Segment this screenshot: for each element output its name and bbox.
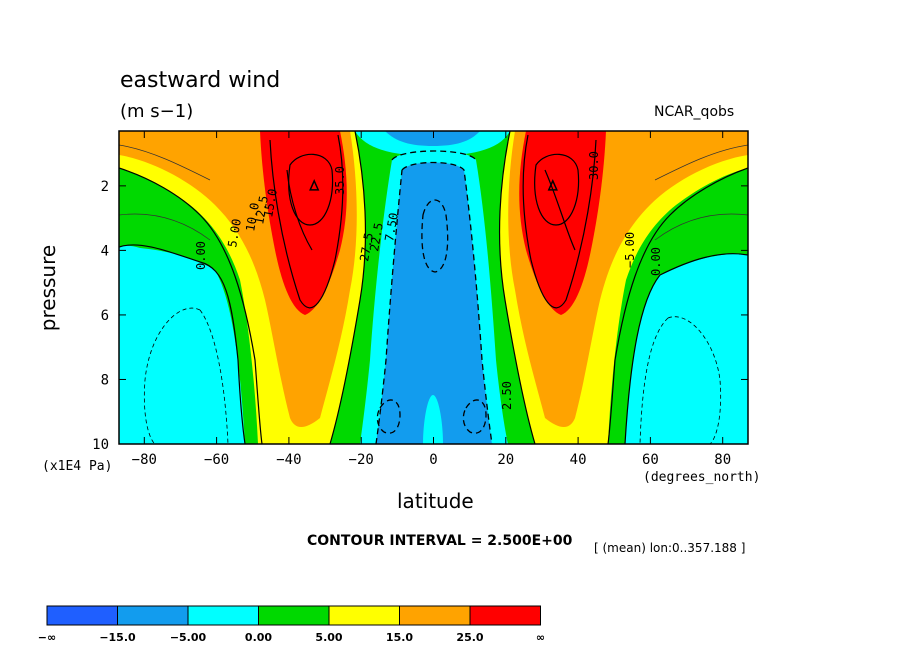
- colorbar-swatch: [258, 605, 330, 626]
- colorbar-swatch: [117, 605, 189, 626]
- colorbar-swatch: [328, 605, 400, 626]
- colorbar-swatch: [399, 605, 471, 626]
- contour-label: 35.0: [333, 166, 347, 195]
- y-tick-label: 10: [92, 437, 109, 453]
- x-tick-label: −40: [276, 452, 301, 468]
- contour-label: 12.5: [252, 195, 271, 226]
- colorbar-label: −∞: [38, 631, 56, 644]
- x-tick-label: 60: [642, 452, 659, 468]
- colorbar-label: 15.0: [386, 631, 413, 644]
- contour-label: 0.00: [649, 247, 663, 276]
- x-tick-label: 20: [497, 452, 514, 468]
- chart-units: (m s−1): [120, 101, 194, 122]
- contour-label: 5.00: [225, 218, 244, 249]
- contour-label: 27.5: [357, 232, 376, 263]
- contour-label: 15.0: [261, 188, 280, 219]
- x-axis-label: latitude: [397, 489, 474, 513]
- x-tick-label: 0: [429, 452, 437, 468]
- y-tick-label: 8: [101, 372, 109, 388]
- thin-negative-lines: [143, 307, 722, 444]
- x-tick-label: −20: [349, 452, 374, 468]
- colorbar-label: −15.0: [99, 631, 136, 644]
- contour-label: 30.0: [587, 151, 601, 180]
- y-tick-label: 6: [101, 308, 109, 324]
- x-axis-units: (degrees_north): [643, 470, 761, 485]
- contour-label: 0.00: [194, 241, 208, 270]
- filled-contours: [119, 131, 748, 444]
- band-neg15-to-neg5: [376, 162, 492, 444]
- contour-label: 2.50: [500, 381, 514, 410]
- contour-label: 22.5: [367, 222, 386, 253]
- contour-interval-note: CONTOUR INTERVAL = 2.500E+00: [307, 533, 573, 549]
- chart-title: eastward wind: [120, 68, 281, 93]
- colorbar-label: −5.00: [170, 631, 207, 644]
- y-axis: 2 4 6 8 10: [92, 179, 748, 453]
- averaging-note: [ (mean) lon:0..357.188 ]: [594, 541, 746, 555]
- colorbar-swatch: [46, 605, 118, 626]
- jet-max-marker: [309, 179, 320, 191]
- thin-positive-lines: [119, 144, 748, 241]
- x-axis: −80 −60 −40 −20 0 20 40 60 80: [132, 131, 731, 468]
- x-tick-label: 80: [714, 452, 731, 468]
- negative-contour-lines: [375, 150, 493, 444]
- colorbar-swatch: [187, 605, 259, 626]
- contour-label: −5.00: [623, 232, 637, 268]
- band-bottom-pocket: [423, 395, 443, 444]
- contour-label: 10.0: [243, 202, 262, 233]
- x-tick-label: −60: [204, 452, 229, 468]
- x-tick-label: −80: [132, 452, 157, 468]
- colorbar-label: 0.00: [245, 631, 272, 644]
- colorbar-swatch: [469, 605, 541, 626]
- dataset-label: NCAR_qobs: [654, 104, 735, 120]
- y-axis-units: (x1E4 Pa): [42, 459, 113, 474]
- contour-label: 7.50: [382, 212, 401, 243]
- band-top-cap-blue: [385, 131, 480, 146]
- colorbar-label: 25.0: [456, 631, 483, 644]
- colorbar-label: 5.00: [315, 631, 342, 644]
- y-tick-label: 2: [101, 179, 109, 195]
- colorbar-label: ∞: [536, 631, 545, 644]
- contour-lines: [119, 131, 748, 444]
- x-tick-label: 40: [570, 452, 587, 468]
- colorbar: −∞ −15.0 −5.00 0.00 5.00 15.0 25.0 ∞: [38, 605, 545, 644]
- jet-max-marker: [547, 179, 558, 191]
- y-tick-label: 4: [101, 243, 109, 259]
